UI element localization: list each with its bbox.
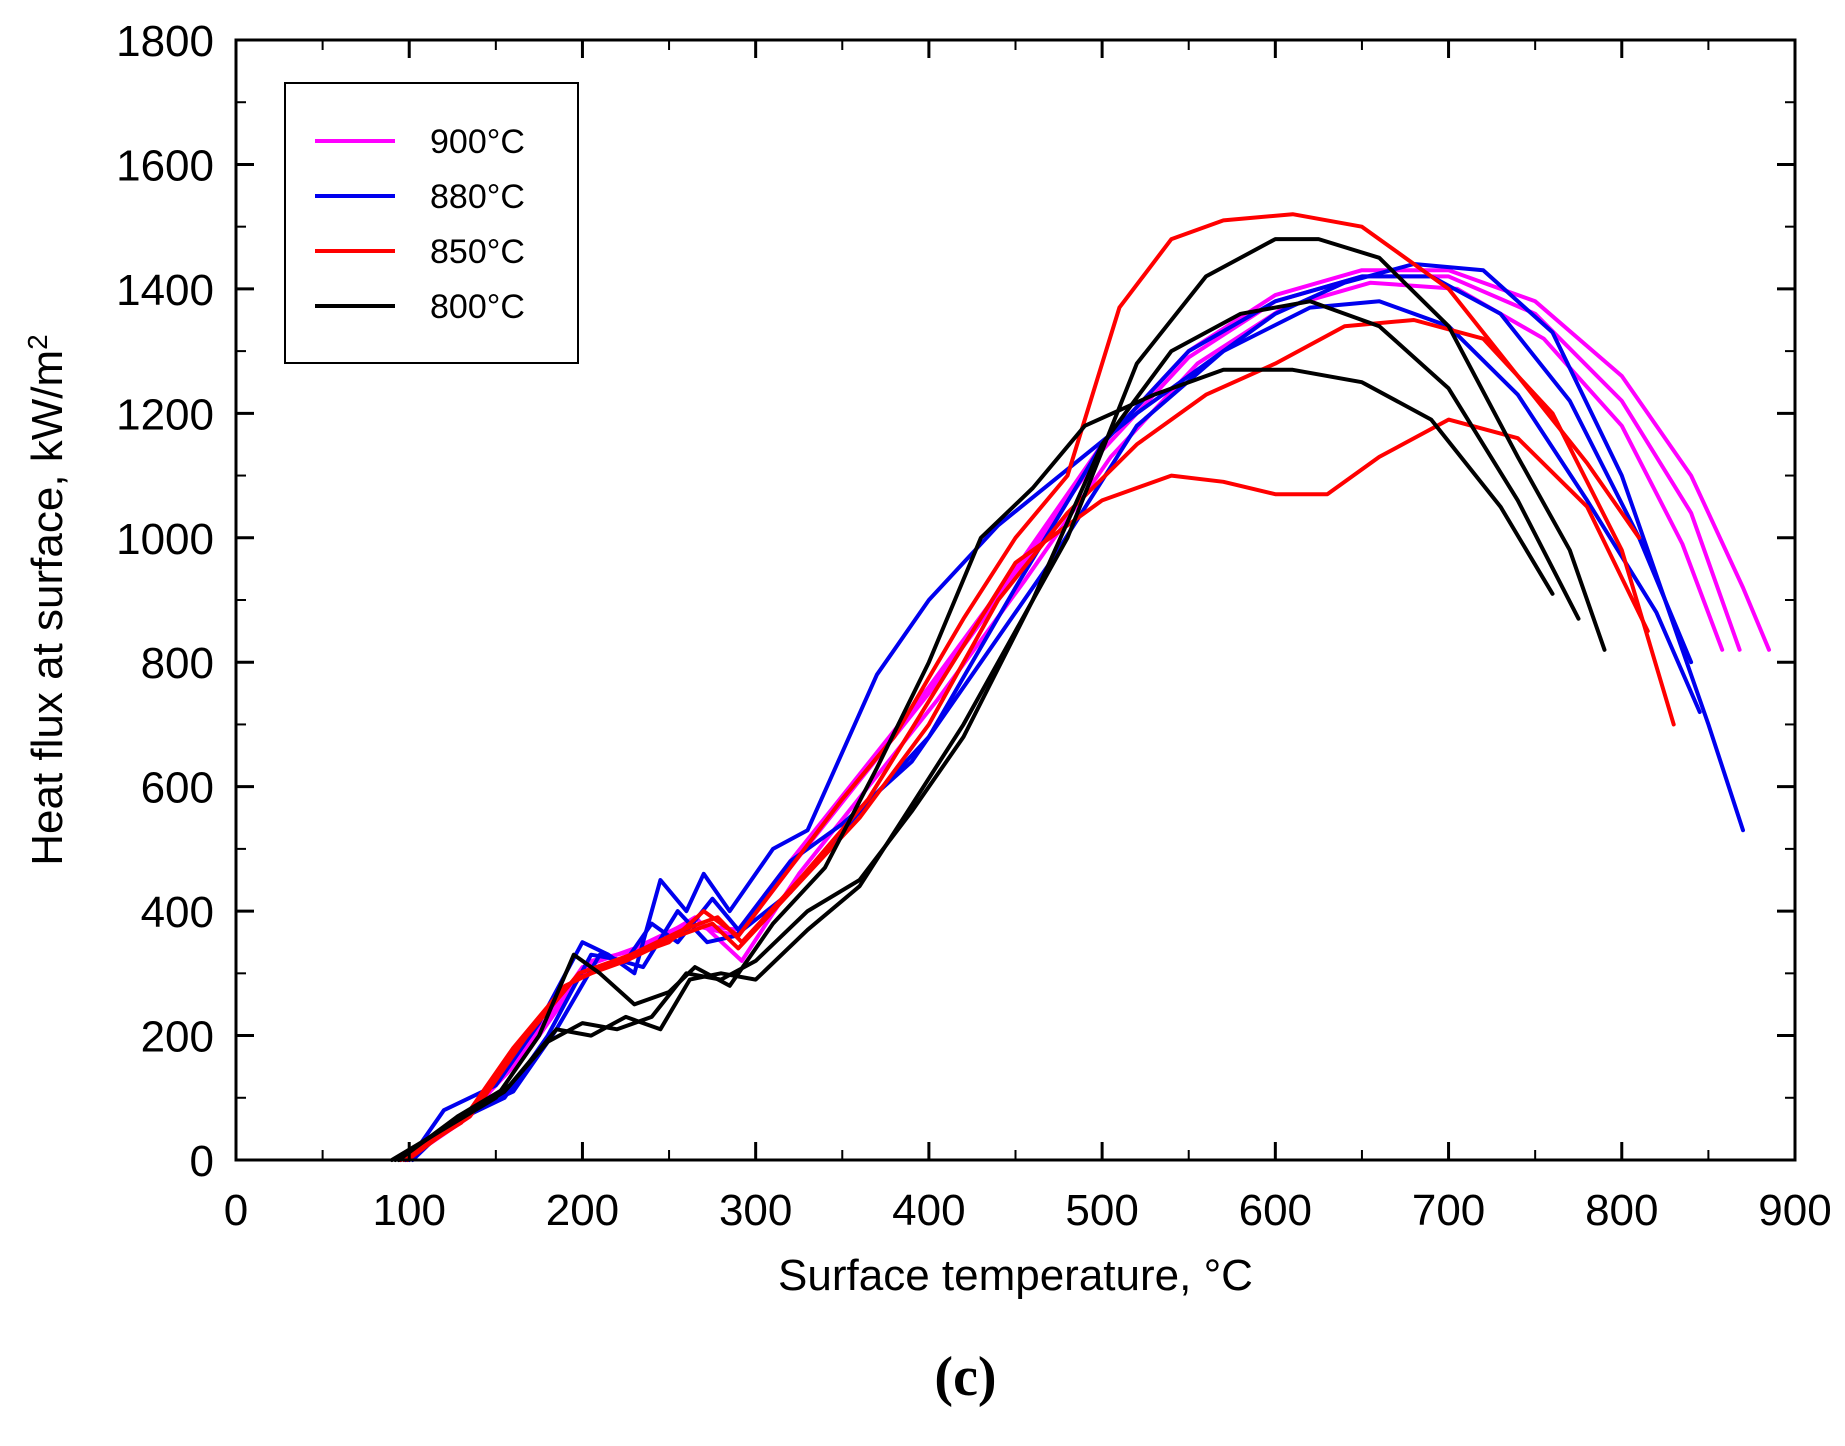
y-axis-title-superscript: 2 <box>22 334 53 350</box>
x-tick-label: 200 <box>546 1186 619 1235</box>
y-tick-label: 200 <box>141 1013 214 1062</box>
series-line <box>407 262 1745 1162</box>
x-tick-label: 600 <box>1239 1186 1312 1235</box>
legend: 900°C 880°C 850°C 800°C <box>284 82 579 364</box>
ticks-layer <box>234 38 1797 1162</box>
series-line <box>396 237 1607 1162</box>
x-tick-label: 0 <box>224 1186 248 1235</box>
legend-label: 880°C <box>430 178 525 216</box>
y-axis-title-text: Heat flux at surface, kW/m <box>23 350 72 866</box>
y-tick-label: 0 <box>190 1137 214 1186</box>
x-tick-label: 500 <box>1065 1186 1138 1235</box>
y-axis-title: Heat flux at surface, kW/m2 <box>22 334 73 866</box>
series-line <box>389 367 1555 1162</box>
series-line <box>407 280 1725 1162</box>
x-tick-label: 100 <box>373 1186 446 1235</box>
series-line <box>393 299 1581 1162</box>
y-tick-label: 600 <box>141 764 214 813</box>
y-tick-label: 1000 <box>116 515 214 564</box>
legend-box <box>284 82 579 364</box>
x-tick-label: 900 <box>1758 1186 1831 1235</box>
legend-items: 900°C 880°C 850°C 800°C <box>315 123 525 326</box>
x-tick-label: 300 <box>719 1186 792 1235</box>
x-axis-title: Surface temperature, °C <box>778 1251 1253 1300</box>
y-tick-label: 1600 <box>116 141 214 190</box>
y-tick-label: 400 <box>141 888 214 937</box>
series-line <box>405 417 1650 1162</box>
x-tick-label: 700 <box>1412 1186 1485 1235</box>
y-tick-label: 800 <box>141 639 214 688</box>
legend-label: 800°C <box>430 288 525 326</box>
legend-label: 850°C <box>430 233 525 271</box>
tick-labels-layer: 0 100 200 300 400 500 600 700 800 900 0 200 400 600 80… <box>116 17 1832 1235</box>
y-tick-label: 1800 <box>116 17 214 66</box>
series-layer <box>389 212 1771 1162</box>
x-tick-label: 800 <box>1585 1186 1658 1235</box>
panel-label: (c) <box>934 1346 996 1408</box>
y-tick-label: 1400 <box>116 266 214 315</box>
y-tick-label: 1200 <box>116 390 214 439</box>
x-tick-label: 400 <box>892 1186 965 1235</box>
legend-label: 900°C <box>430 123 525 161</box>
